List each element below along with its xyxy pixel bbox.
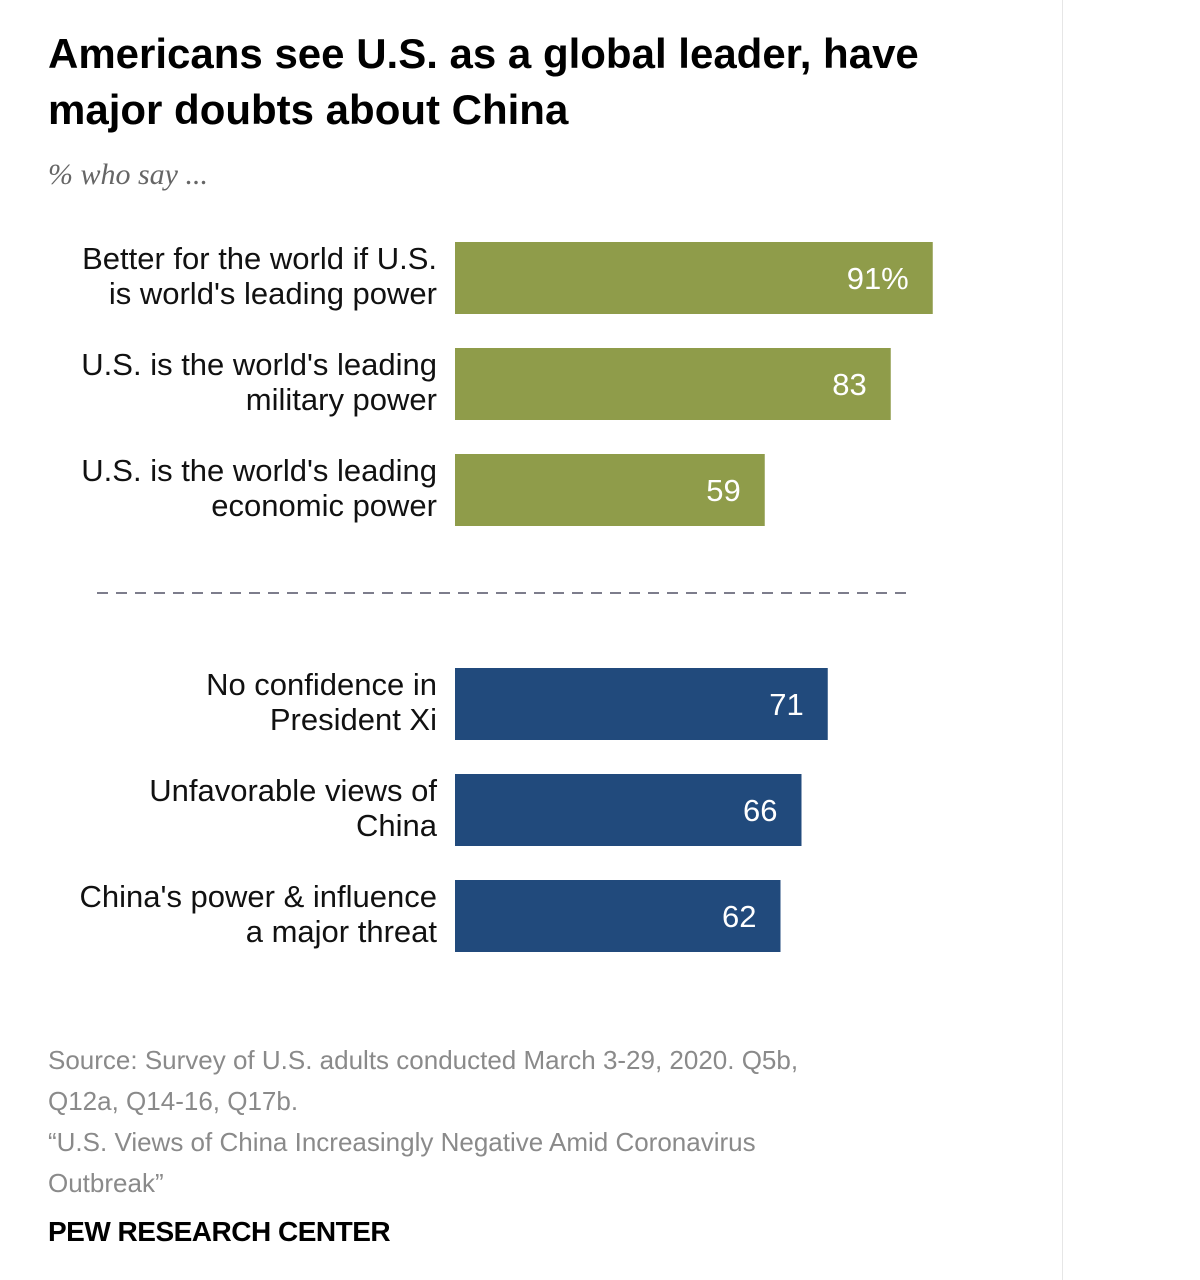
bar-row-g1-3: U.S. is the world's leading economic powe… xyxy=(81,453,765,526)
report-title-line-1: “U.S. Views of China Increasingly Negati… xyxy=(48,1127,756,1157)
bar-category-label-line: China's power & influence xyxy=(80,879,437,914)
bar xyxy=(455,880,781,952)
bar xyxy=(455,454,765,526)
bar-category-label-line: a major threat xyxy=(246,914,438,949)
bar-chart: Better for the world if U.S. is world's l… xyxy=(80,241,933,952)
bar-category-label-line: military power xyxy=(246,382,437,417)
bar xyxy=(455,668,828,740)
bar-value-label: 83 xyxy=(832,367,866,402)
bar-row-g2-3: China's power & influence a major threat 6… xyxy=(80,879,781,952)
bar-category-label: U.S. is the world's leading military powe… xyxy=(81,347,437,417)
bar-row-g2-2: Unfavorable views of China 66 xyxy=(149,773,802,846)
bar-row-g2-1: No confidence in President Xi 71 xyxy=(206,667,828,740)
bar xyxy=(455,774,802,846)
bar-category-label-line: No confidence in xyxy=(206,667,437,702)
bar-category-label-line: U.S. is the world's leading xyxy=(81,347,437,382)
source-note-line-2: Q12a, Q14-16, Q17b. xyxy=(48,1086,299,1116)
bar-value-label: 71 xyxy=(769,687,803,722)
bar-category-label-line: President Xi xyxy=(270,702,437,737)
bar-value-label: 66 xyxy=(743,793,777,828)
bar-category-label-line: U.S. is the world's leading xyxy=(81,453,437,488)
bar-category-label-line: Unfavorable views of xyxy=(149,773,437,808)
report-title-line-2: Outbreak” xyxy=(48,1168,164,1198)
brand-logo-text: PEW RESEARCH CENTER xyxy=(48,1216,391,1247)
chart-footer: Source: Survey of U.S. adults conducted … xyxy=(48,1040,948,1204)
source-note-line-1: Source: Survey of U.S. adults conducted … xyxy=(48,1045,799,1075)
bar xyxy=(455,242,933,314)
bar-category-label-line: China xyxy=(356,808,438,843)
bar-category-label: Better for the world if U.S. is world's l… xyxy=(82,241,437,311)
bar-category-label: No confidence in President Xi xyxy=(206,667,437,737)
bar-value-label: 59 xyxy=(706,473,740,508)
bar-category-label-line: economic power xyxy=(211,488,437,523)
bar-category-label-line: is world's leading power xyxy=(109,276,437,311)
bar-row-g1-2: U.S. is the world's leading military powe… xyxy=(81,347,891,420)
bar-value-label: 91% xyxy=(847,261,909,296)
bar-value-label: 62 xyxy=(722,899,756,934)
bar xyxy=(455,348,891,420)
bar-category-label: Unfavorable views of China xyxy=(149,773,438,843)
bar-category-label: U.S. is the world's leading economic powe… xyxy=(81,453,437,523)
page-divider xyxy=(1062,0,1063,1280)
bar-category-label: China's power & influence a major threat xyxy=(80,879,438,949)
bar-category-label-line: Better for the world if U.S. xyxy=(82,241,437,276)
chart-title: Americans see U.S. as a global leader, h… xyxy=(48,30,919,133)
bar-row-g1-1: Better for the world if U.S. is world's l… xyxy=(82,241,933,314)
chart-subtitle: % who say ... xyxy=(48,158,208,191)
